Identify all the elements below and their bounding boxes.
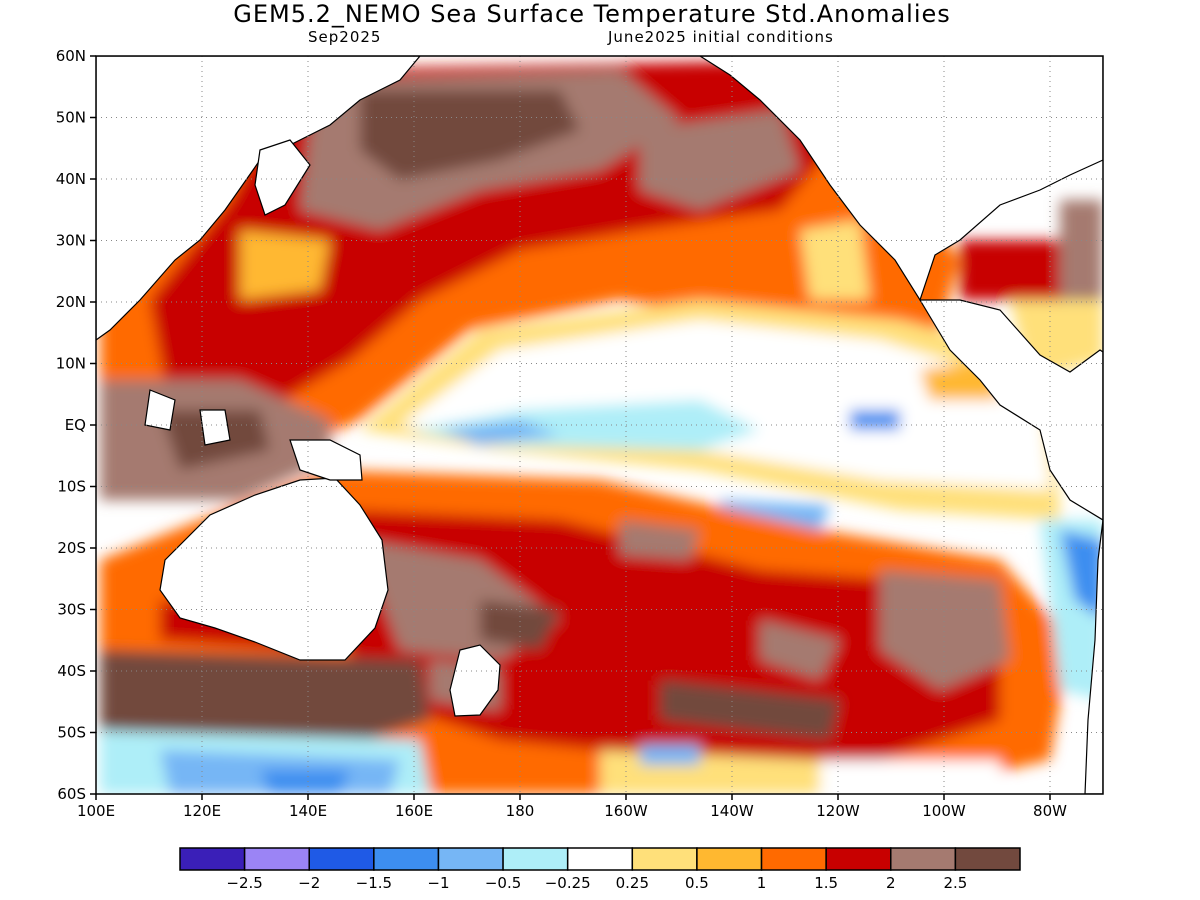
lat-tick-label: 10S: [57, 478, 86, 496]
colorbar-label: 2.5: [943, 874, 967, 892]
colorbar-swatch: [308, 847, 375, 871]
colorbar-label: −1: [427, 874, 449, 892]
lat-tick-label: 10N: [56, 355, 86, 373]
colorbar-swatch: [437, 847, 504, 871]
colorbar-label: 1: [757, 874, 767, 892]
lat-tick-label: 20S: [57, 539, 86, 557]
lon-tick-label: 160E: [395, 802, 433, 820]
colorbar-swatch: [631, 847, 698, 871]
map-title: GEM5.2_NEMO Sea Surface Temperature Std.…: [233, 0, 951, 28]
lat-tick-label: 20N: [56, 293, 86, 311]
latitude-axis: 60N 50N 40N 30N 20N 10N EQ 10S 20S 30S 40S 50S 60S: [56, 47, 96, 803]
lat-tick-label: EQ: [65, 416, 86, 434]
lon-tick-label: 160W: [604, 802, 648, 820]
forecast-month: Sep2025: [308, 28, 382, 46]
lat-tick-label: 40N: [56, 170, 86, 188]
lat-tick-label: 30N: [56, 232, 86, 250]
lat-tick-label: 50S: [57, 724, 86, 742]
colorbar-label: −2.5: [226, 874, 262, 892]
colorbar-swatch: [179, 847, 246, 871]
lon-tick-label: 140W: [710, 802, 754, 820]
colorbar-swatch: [760, 847, 827, 871]
colorbar-swatch: [954, 847, 1021, 871]
colorbar-swatch: [696, 847, 763, 871]
colorbar-label: −0.5: [485, 874, 521, 892]
colorbar-swatch: [825, 847, 892, 871]
colorbar-label: 1.5: [814, 874, 838, 892]
lat-tick-label: 50N: [56, 109, 86, 127]
colorbar-labels: −2.5 −2 −1.5 −1 −0.5 −0.25 0.25 0.5 1 1.5 2 2.5: [226, 874, 967, 892]
colorbar-swatch: [566, 847, 634, 871]
land-masses: [96, 56, 1103, 794]
colorbar-swatch: [243, 847, 310, 871]
lon-tick-label: 180: [506, 802, 535, 820]
colorbar: [179, 847, 1021, 871]
lon-tick-label: 140E: [289, 802, 327, 820]
colorbar-label: 0.25: [616, 874, 649, 892]
colorbar-swatch: [502, 847, 569, 871]
colorbar-label: −0.25: [545, 874, 591, 892]
lat-tick-label: 40S: [57, 662, 86, 680]
colorbar-swatch: [890, 847, 957, 871]
anomaly-field: [96, 56, 1103, 794]
lon-tick-label: 100E: [77, 802, 115, 820]
colorbar-label: 2: [886, 874, 896, 892]
lon-tick-label: 120W: [816, 802, 860, 820]
colorbar-label: −1.5: [356, 874, 392, 892]
lat-tick-label: 60S: [57, 785, 86, 803]
lon-tick-label: 80W: [1033, 802, 1067, 820]
colorbar-swatch: [373, 847, 440, 871]
lat-tick-label: 60N: [56, 47, 86, 65]
graticule: [96, 56, 1103, 794]
longitude-axis: 100E 120E 140E 160E 180 160W 140W 120W 100W 80W: [77, 794, 1067, 820]
lon-tick-label: 100W: [922, 802, 966, 820]
colorbar-label: 0.5: [685, 874, 709, 892]
lon-tick-label: 120E: [183, 802, 221, 820]
initial-conditions: June2025 initial conditions: [608, 28, 834, 46]
lat-tick-label: 30S: [57, 601, 86, 619]
colorbar-label: −2: [298, 874, 320, 892]
